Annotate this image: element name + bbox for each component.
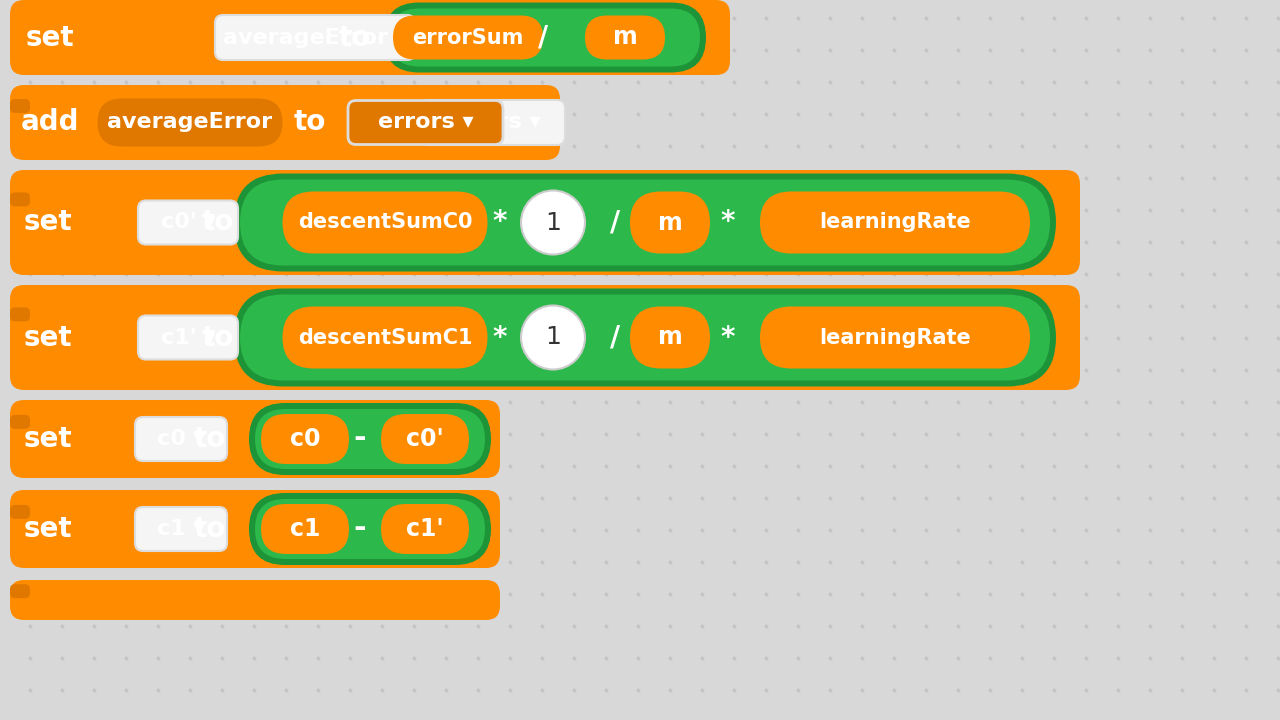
FancyBboxPatch shape [138,200,238,245]
Text: -: - [353,515,366,544]
FancyBboxPatch shape [393,16,543,60]
Text: to: to [339,24,371,52]
FancyBboxPatch shape [255,499,485,559]
FancyBboxPatch shape [250,493,492,565]
Text: c1': c1' [406,517,444,541]
FancyBboxPatch shape [760,307,1030,369]
FancyBboxPatch shape [10,505,29,519]
FancyBboxPatch shape [348,101,503,145]
FancyBboxPatch shape [10,285,1080,390]
Text: c0' ▾: c0' ▾ [161,212,215,233]
FancyBboxPatch shape [10,415,29,429]
Circle shape [521,191,585,254]
Text: c1' ▾: c1' ▾ [161,328,215,348]
Text: m: m [658,325,682,349]
Text: *: * [493,323,507,351]
FancyBboxPatch shape [138,315,238,359]
FancyBboxPatch shape [283,307,488,369]
FancyBboxPatch shape [10,490,500,568]
Text: to: to [193,515,227,543]
Text: descentSumC1: descentSumC1 [298,328,472,348]
Text: learningRate: learningRate [819,328,970,348]
Text: to: to [202,209,234,236]
FancyBboxPatch shape [630,307,710,369]
Text: c0': c0' [406,427,444,451]
FancyBboxPatch shape [234,174,1056,271]
FancyBboxPatch shape [241,179,1050,266]
Text: set: set [24,425,72,453]
Text: c0: c0 [289,427,320,451]
Text: m: m [613,25,637,50]
Text: averageError: averageError [108,112,273,132]
Text: *: * [493,209,507,236]
Text: c1: c1 [289,517,320,541]
Text: -: - [353,425,366,454]
Text: c1 ▾: c1 ▾ [157,519,205,539]
Text: set: set [24,515,72,543]
Text: 1: 1 [545,325,561,349]
Text: /: / [611,209,620,236]
FancyBboxPatch shape [10,307,29,321]
FancyBboxPatch shape [134,507,227,551]
Text: *: * [721,323,735,351]
FancyBboxPatch shape [390,9,700,66]
Text: learningRate: learningRate [819,212,970,233]
Text: averageError ▾: averageError ▾ [223,27,407,48]
FancyBboxPatch shape [250,403,492,475]
FancyBboxPatch shape [381,504,468,554]
FancyBboxPatch shape [241,294,1050,380]
FancyBboxPatch shape [134,417,227,461]
Text: errors ▾: errors ▾ [378,112,474,132]
FancyBboxPatch shape [585,16,666,60]
FancyBboxPatch shape [10,400,500,478]
FancyBboxPatch shape [10,99,29,113]
Text: descentSumC0: descentSumC0 [298,212,472,233]
FancyBboxPatch shape [381,414,468,464]
FancyBboxPatch shape [234,289,1056,387]
FancyBboxPatch shape [255,409,485,469]
Text: to: to [202,323,234,351]
Text: /: / [538,24,548,52]
Circle shape [521,305,585,369]
Text: set: set [26,24,74,52]
FancyBboxPatch shape [630,192,710,253]
FancyBboxPatch shape [215,15,415,60]
Text: 1: 1 [545,210,561,235]
Text: errorSum: errorSum [412,27,524,48]
FancyBboxPatch shape [10,0,730,75]
Text: m: m [658,210,682,235]
FancyBboxPatch shape [261,504,349,554]
Text: c0 ▾: c0 ▾ [157,429,205,449]
FancyBboxPatch shape [261,414,349,464]
Text: add: add [20,109,79,137]
Text: set: set [24,209,72,236]
FancyBboxPatch shape [97,99,283,146]
FancyBboxPatch shape [10,85,561,160]
FancyBboxPatch shape [760,192,1030,253]
FancyBboxPatch shape [384,2,707,73]
FancyBboxPatch shape [10,584,29,598]
Text: *: * [721,209,735,236]
FancyBboxPatch shape [10,192,29,207]
FancyBboxPatch shape [10,580,500,620]
Text: errors ▾: errors ▾ [444,112,540,132]
FancyBboxPatch shape [283,192,488,253]
Text: to: to [193,425,227,453]
FancyBboxPatch shape [420,100,564,145]
Text: to: to [294,109,326,137]
Text: set: set [24,323,72,351]
Text: /: / [611,323,620,351]
FancyBboxPatch shape [10,170,1080,275]
